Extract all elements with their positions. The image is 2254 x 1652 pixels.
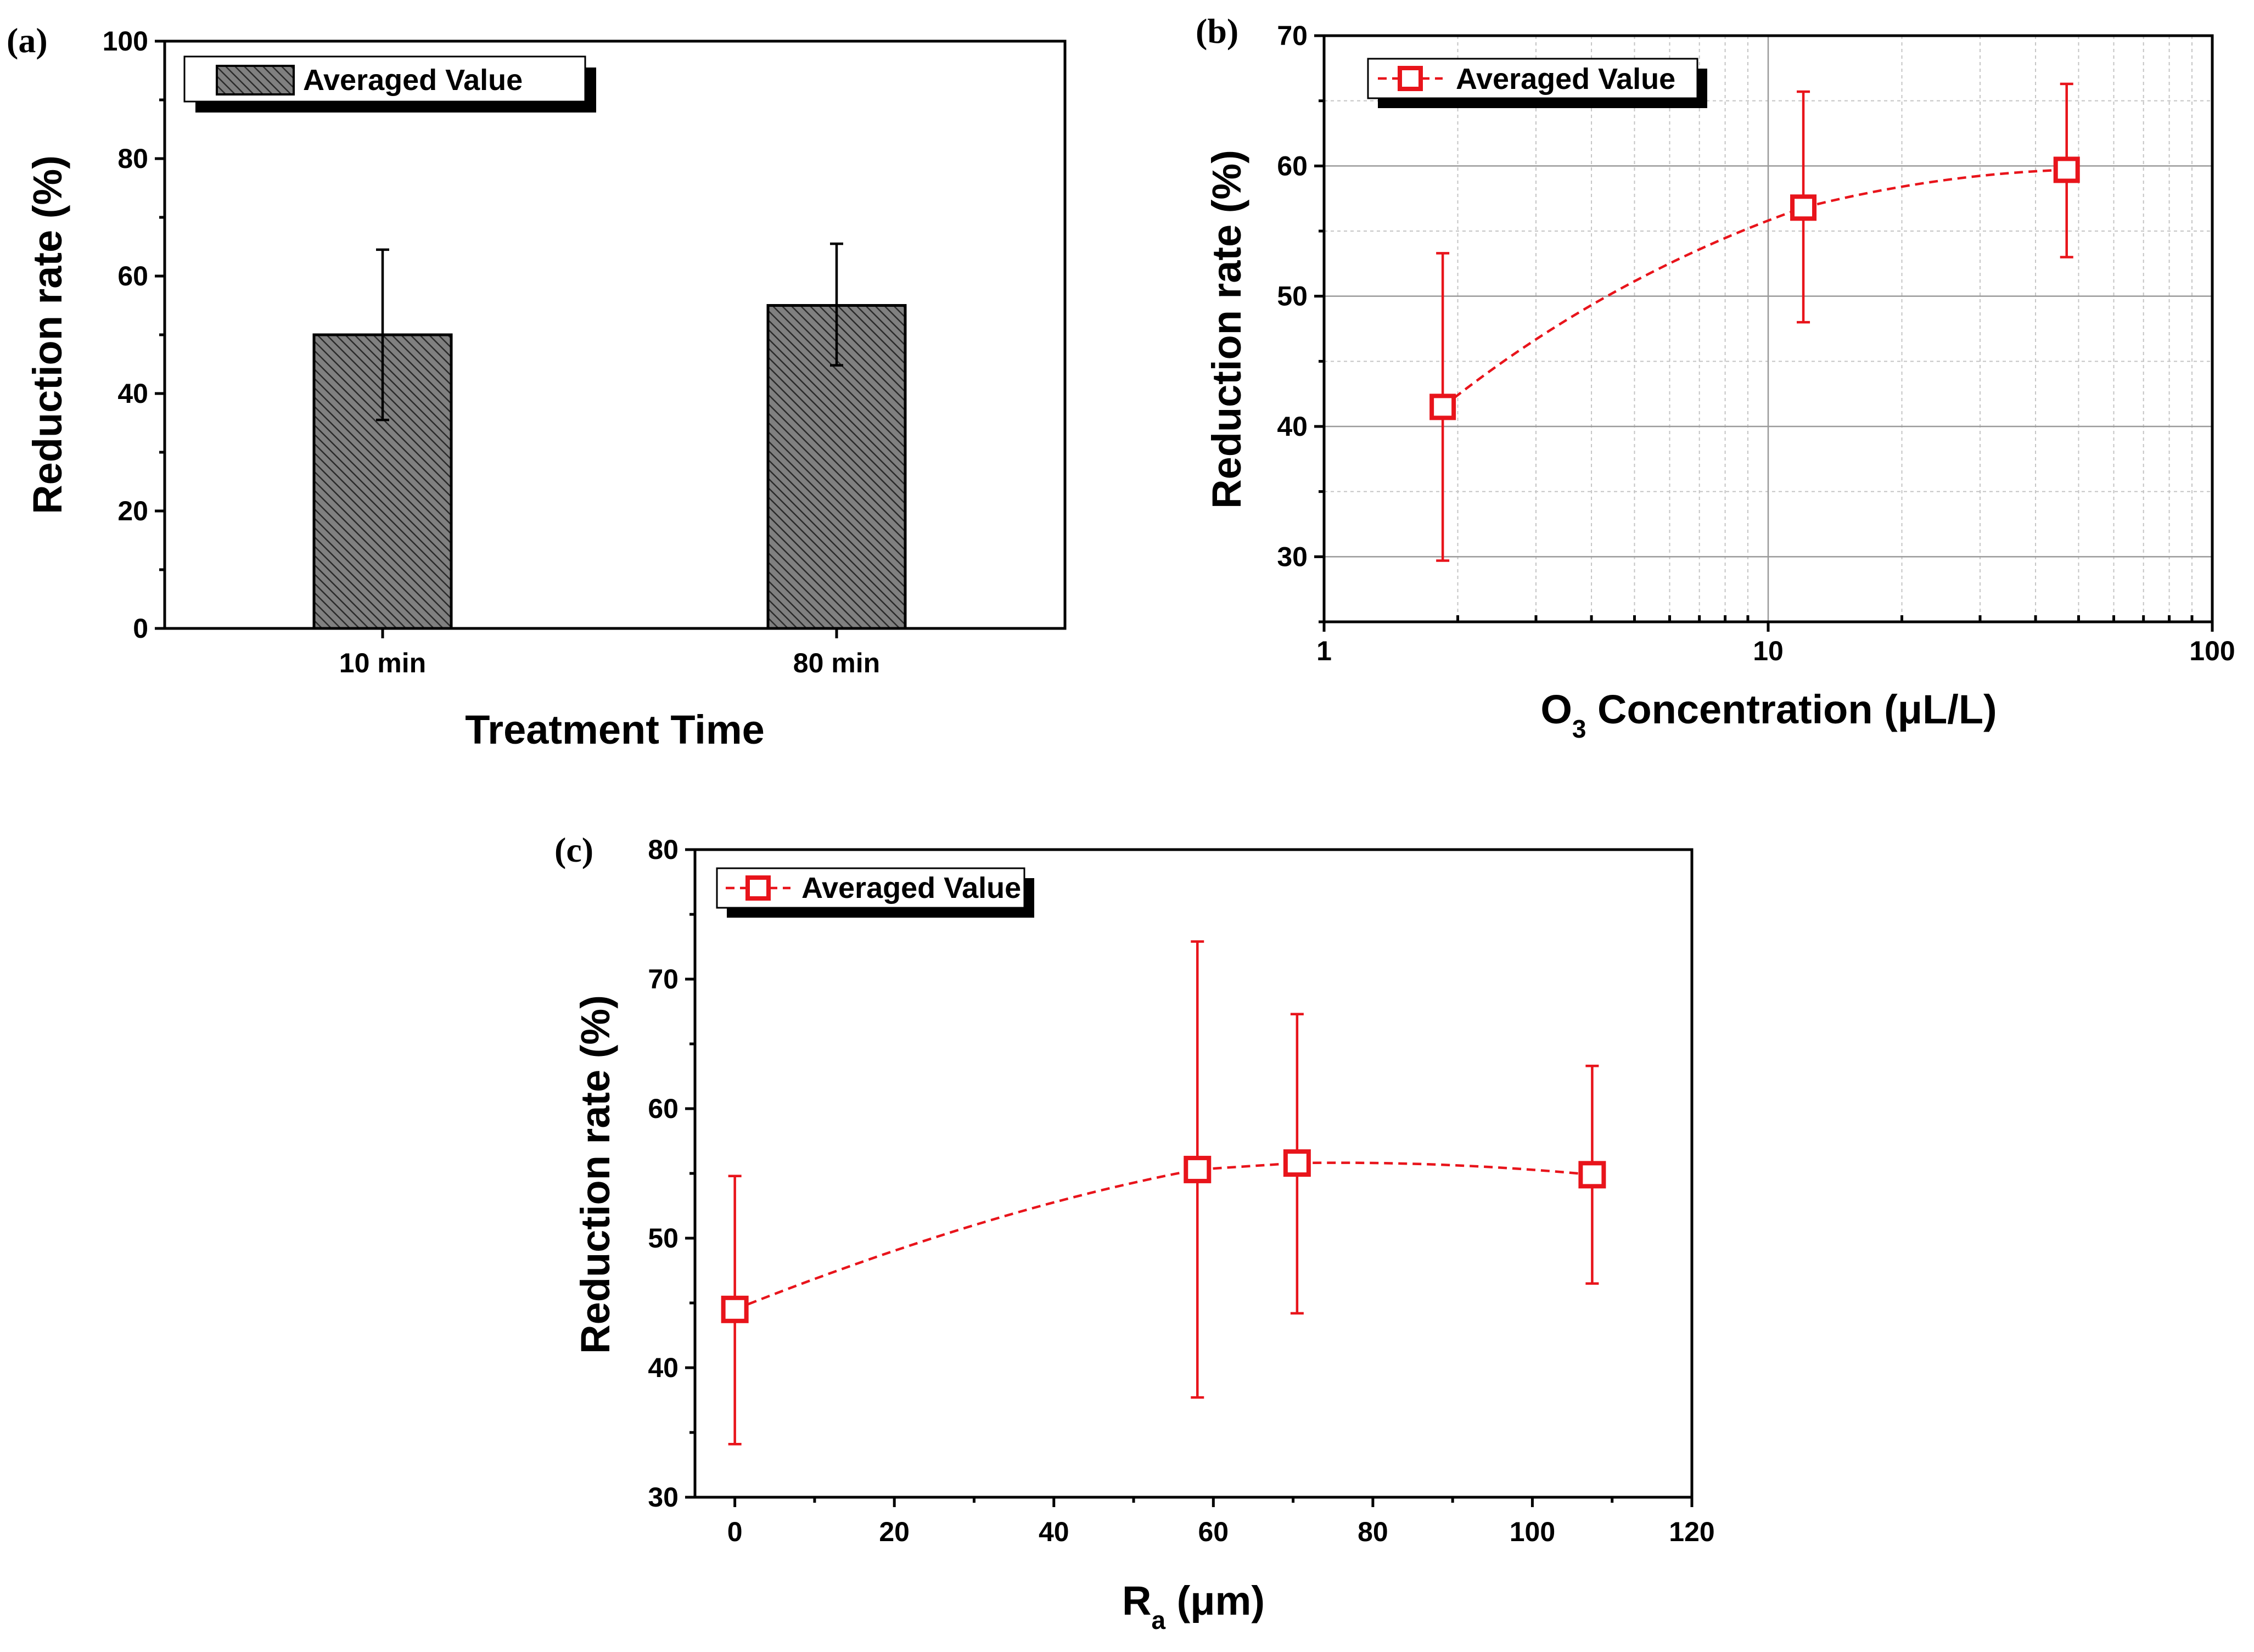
panel-a-ytick-label-0: 0 xyxy=(133,613,148,644)
panel-a-legend-label: Averaged Value xyxy=(303,64,523,97)
panel-c-ylabel: Reduction rate (%) xyxy=(573,995,618,1354)
panel-c-point-2 xyxy=(1283,1149,1311,1177)
panel-c-xlabel-rest: (μm) xyxy=(1165,1578,1265,1623)
panel-b-label: (b) xyxy=(1196,12,1238,50)
panel-b-ytick-label-0: 30 xyxy=(1277,541,1308,572)
panel-a-ytick-label-3: 60 xyxy=(117,261,148,291)
panel-c-legend: Averaged Value xyxy=(716,867,1034,918)
panel-a-label: (a) xyxy=(7,21,48,60)
panel-c-ytick-label-2: 50 xyxy=(648,1223,679,1254)
panel-b-xlabel-main: O xyxy=(1540,687,1572,732)
panel-b-ytick-label-1: 40 xyxy=(1277,411,1308,442)
panel-b-xtick-label-0: 1 xyxy=(1316,636,1332,666)
panel-c-point-1 xyxy=(1184,1155,1212,1183)
panel-b-legend-marker xyxy=(1398,66,1423,91)
panel-c-ytick-label-0: 30 xyxy=(648,1482,679,1513)
panel-a-ytick-label-4: 80 xyxy=(117,143,148,174)
panel-c-xtick-label-0: 0 xyxy=(727,1516,743,1547)
panel-a-legend: Averaged Value xyxy=(183,55,596,113)
panel-b-ytick-label-3: 60 xyxy=(1277,150,1308,181)
panel-b-xtick-label-1: 10 xyxy=(1753,636,1784,666)
panel-c-xtick-label-1: 20 xyxy=(879,1516,910,1547)
panel-a-ytick-label-5: 100 xyxy=(103,26,148,57)
panel-c: (c) 0 20 40 60 80 100 120 30 40 50 60 70 80 Averaged… xyxy=(554,830,1715,1634)
panel-c-xlabel-subscript: a xyxy=(1151,1606,1165,1634)
panel-c-xtick-label-3: 60 xyxy=(1198,1516,1229,1547)
panel-c-xtick-label-2: 40 xyxy=(1039,1516,1069,1547)
panel-c-point-0 xyxy=(721,1295,749,1323)
panel-c-point-3 xyxy=(1578,1161,1606,1189)
panel-c-legend-marker xyxy=(745,875,771,901)
panel-b-xlabel-subscript: 3 xyxy=(1572,715,1586,743)
panel-c-ytick-label-4: 70 xyxy=(648,964,679,994)
panel-b-legend-label: Averaged Value xyxy=(1456,63,1675,95)
panel-b-legend: Averaged Value xyxy=(1367,58,1707,108)
panel-a-ylabel: Reduction rate (%) xyxy=(25,155,70,514)
panel-c-xtick-label-4: 80 xyxy=(1358,1516,1388,1547)
panel-a-xtick-label-0: 10 min xyxy=(339,648,426,678)
panel-a-xtick-label-1: 80 min xyxy=(793,648,880,678)
panel-c-series-line xyxy=(734,1161,1593,1311)
panel-a-ytick-label-2: 40 xyxy=(117,378,148,409)
panel-a-ytick-label-1: 20 xyxy=(117,496,148,526)
panel-a-legend-swatch xyxy=(216,65,295,95)
panel-a: (a) 0 20 40 60 80 100 10 min 80 min Averaged Va… xyxy=(7,21,1067,752)
panel-b-ytick-label-2: 50 xyxy=(1277,281,1308,312)
panel-b-series-line xyxy=(1442,168,2067,408)
panel-c-ytick-label-1: 40 xyxy=(648,1352,679,1383)
panel-b-point-1 xyxy=(1790,194,1817,221)
panel-a-xlabel: Treatment Time xyxy=(465,707,765,752)
panel-b-ytick-label-4: 70 xyxy=(1277,20,1308,51)
panel-b: (b) 1 10 100 30 40 50 60 70 Averaged Value Redu… xyxy=(1196,12,2235,743)
panel-b-ylabel: Reduction rate (%) xyxy=(1204,150,1249,509)
panel-b-xtick-label-2: 100 xyxy=(2189,636,2235,666)
panel-c-label: (c) xyxy=(554,830,593,869)
panel-c-xlabel: Ra (μm) xyxy=(1122,1578,1265,1634)
panel-c-legend-label: Averaged Value xyxy=(801,872,1021,904)
panel-b-point-2 xyxy=(2053,156,2080,183)
panel-b-xlabel-rest: Concentration (μL/L) xyxy=(1586,687,1997,732)
panel-b-point-0 xyxy=(1429,394,1456,420)
panel-c-ytick-label-3: 60 xyxy=(648,1093,679,1124)
panel-c-xtick-label-6: 120 xyxy=(1669,1516,1714,1547)
panel-c-xlabel-main: R xyxy=(1122,1578,1151,1623)
panel-b-xlabel: O3 Concentration (μL/L) xyxy=(1540,687,1997,743)
panel-c-ytick-label-5: 80 xyxy=(648,834,679,865)
panel-a-plot-frame xyxy=(163,40,1067,630)
panel-c-xtick-label-5: 100 xyxy=(1510,1516,1555,1547)
